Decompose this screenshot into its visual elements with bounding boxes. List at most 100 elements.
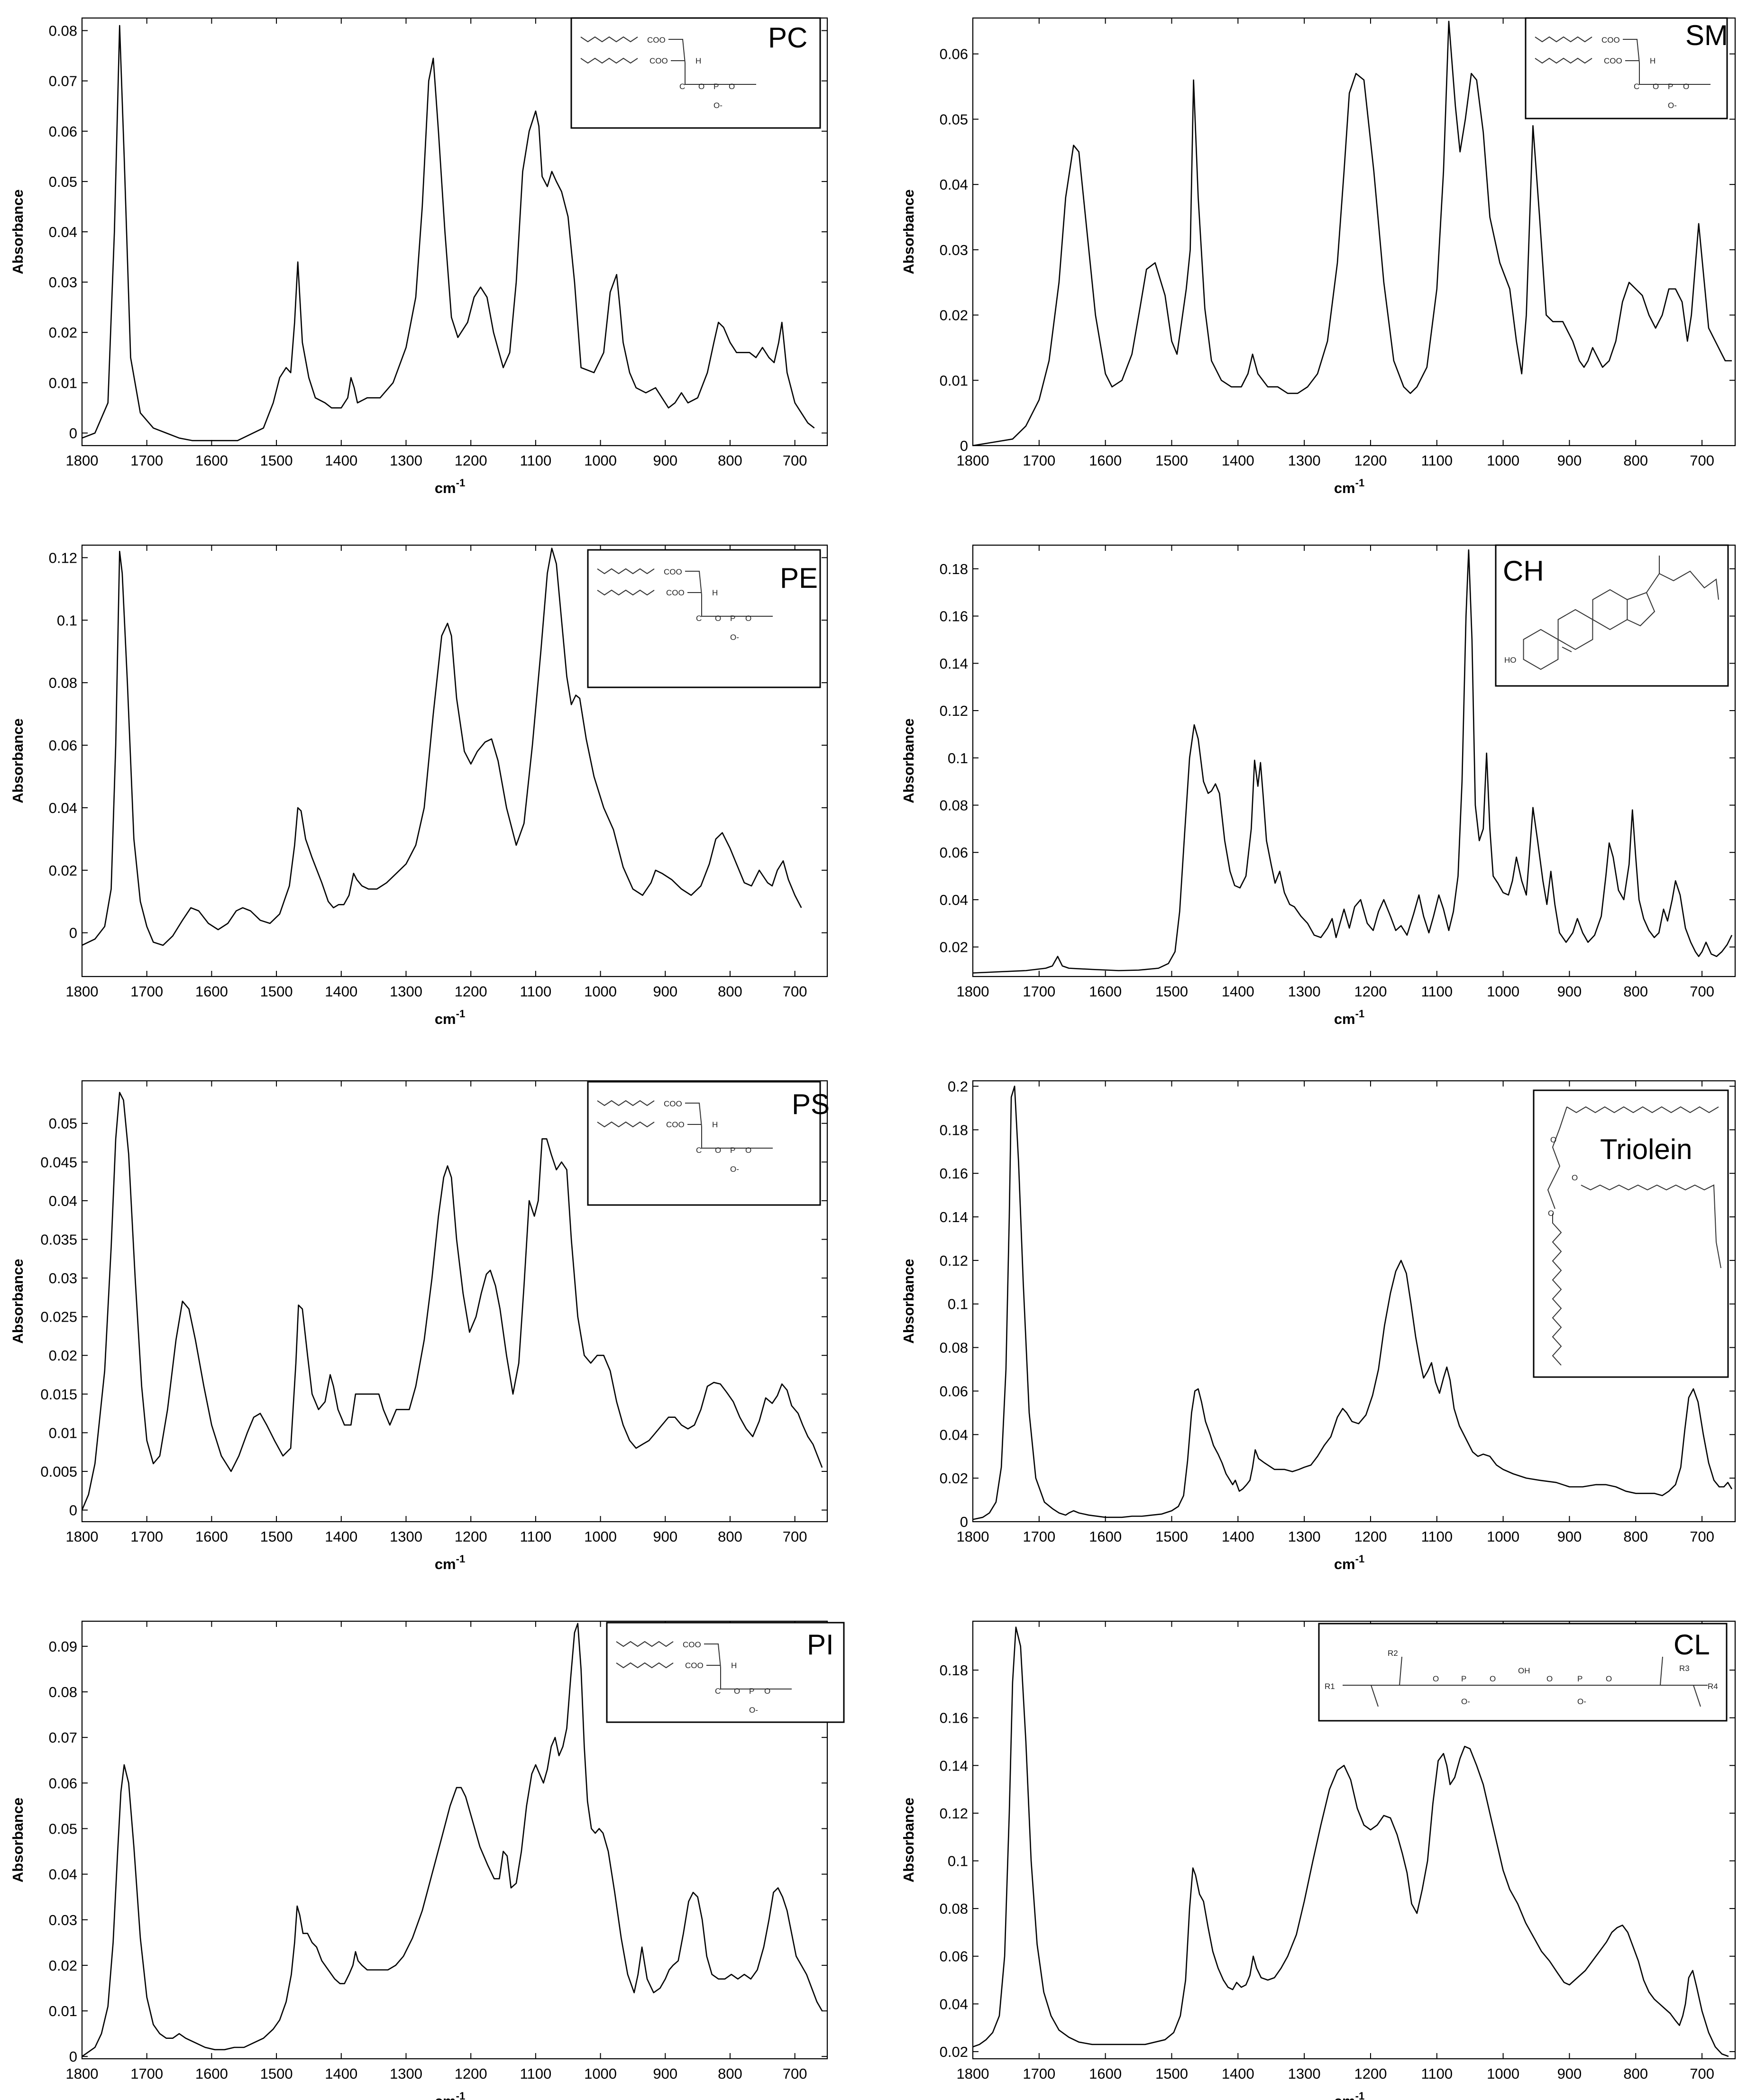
y-tick-label: 0.18: [940, 1662, 968, 1679]
structure-atom: O-: [1668, 101, 1677, 110]
structure-atom: C: [1634, 82, 1639, 91]
x-tick-label: 900: [653, 1528, 677, 1545]
structure-atom: O: [729, 82, 735, 91]
y-tick-label: 0.01: [940, 372, 968, 389]
panel-ps: 0 0.005 0.01 0.015 0.02 0.025 0.03 0.035 0.04 0.0…: [9, 1080, 830, 1572]
y-tick-label: 0.06: [49, 737, 77, 754]
y-axis-title: Absorbance: [9, 189, 26, 274]
y-tick-label: 0.06: [49, 123, 77, 140]
structure-atom: H: [731, 1661, 737, 1670]
x-tick-label: 1500: [1155, 452, 1188, 469]
x-axis-unit-exponent: -1: [456, 2090, 466, 2100]
structure-atom: COO: [666, 588, 685, 597]
x-tick-label: 1200: [455, 1528, 487, 1545]
x-tick-label: 800: [1623, 983, 1648, 1000]
panel-sm: 0 0.01 0.02 0.03 0.04 0.05 0.06 1800 1700 1600 150…: [900, 17, 1736, 496]
structure-atom: O: [715, 1146, 721, 1155]
structure-atom: O-: [1461, 1697, 1470, 1706]
x-tick-label: 1100: [1421, 1528, 1453, 1545]
structure-atom: O-: [730, 633, 739, 642]
y-axis-title: Absorbance: [9, 1798, 26, 1882]
structure-bond: [1562, 647, 1572, 652]
x-tick-label: 1800: [957, 452, 989, 469]
y-tick-label: 0.06: [49, 1775, 77, 1791]
structure-atom: H: [695, 56, 701, 65]
x-tick-label: 900: [1557, 452, 1582, 469]
x-axis-title: cm-1: [435, 1008, 465, 1027]
x-tick-label: 1800: [957, 1528, 989, 1545]
y-tick-label: 0.08: [49, 1684, 77, 1700]
spectrum-line-cl: [972, 1626, 1729, 2057]
x-tick-label: 1700: [130, 983, 163, 1000]
x-tick-label: 800: [1623, 1528, 1648, 1545]
x-axis-unit-exponent: -1: [456, 1008, 466, 1020]
plot-frame: [81, 1620, 828, 2060]
structure-atom: P: [749, 1687, 754, 1696]
x-tick-label: 1700: [130, 2065, 163, 2082]
x-tick-label: 1500: [260, 2065, 293, 2082]
x-tick-label: 700: [783, 1528, 807, 1545]
y-tick-label: 0.09: [49, 1638, 77, 1655]
y-tick-label: 0.03: [940, 242, 968, 258]
y-tick-label: 0.1: [948, 1296, 968, 1313]
structure-bond: [616, 1662, 674, 1669]
x-axis-unit: cm: [1334, 480, 1355, 496]
plot-frame: [972, 1080, 1736, 1523]
x-tick-label: 1800: [66, 452, 99, 469]
y-tick-label: 0.03: [49, 1270, 77, 1287]
x-tick-label: 1600: [1089, 983, 1122, 1000]
y-tick-label: 0.005: [40, 1463, 77, 1480]
y-tick-label: 0.02: [49, 862, 77, 879]
x-tick-label: 1400: [325, 2065, 357, 2082]
x-tick-label: 1400: [1222, 452, 1254, 469]
y-tick-label: 0.05: [49, 1115, 77, 1132]
x-tick-label: 1500: [1155, 983, 1188, 1000]
y-tick-label: 0.02: [940, 939, 968, 956]
structure-atom: O: [1683, 82, 1689, 91]
y-tick-label: 0.06: [940, 844, 968, 861]
spectrum-line-pi: [82, 1623, 823, 2057]
structure-atom: H: [1650, 56, 1656, 65]
panel-pi: 0 0.01 0.02 0.03 0.04 0.05 0.06 0.07 0.08 0.09 180…: [9, 1620, 845, 2100]
x-axis-title: cm-1: [435, 1553, 465, 1572]
x-tick-label: 700: [783, 452, 807, 469]
structure-atom: COO: [664, 567, 682, 576]
structure-atom: H: [712, 588, 718, 597]
structure-bond: [597, 1100, 655, 1106]
y-tick-label: 0.1: [57, 612, 77, 629]
x-tick-label: 1000: [584, 2065, 617, 2082]
y-tick-label: 0.04: [940, 892, 968, 908]
y-tick-label: 0.12: [940, 1252, 968, 1269]
structure-bond: [1552, 1214, 1562, 1366]
y-tick-label: 0.14: [940, 655, 968, 672]
y-tick-label: 0.04: [940, 176, 968, 193]
x-tick-label: 1400: [325, 452, 357, 469]
y-axis-title: Absorbance: [900, 718, 917, 803]
y-axis-title: Absorbance: [900, 189, 917, 274]
x-axis-unit-exponent: -1: [1355, 1008, 1365, 1020]
y-axis-title: Absorbance: [900, 1798, 917, 1882]
structure-atom: O: [1550, 1135, 1556, 1144]
structure-atom: COO: [666, 1120, 685, 1129]
x-axis-unit: cm: [1334, 1556, 1355, 1572]
structure-atom: O: [1433, 1674, 1439, 1683]
structure-atom: COO: [664, 1099, 682, 1108]
x-tick-label: 1600: [195, 983, 228, 1000]
panel-triolein: 0 0.02 0.04 0.06 0.08 0.1 0.12 0.14 0.16 0.18 0.2 1…: [900, 1078, 1736, 1572]
x-tick-label: 700: [783, 983, 807, 1000]
x-tick-label: 1000: [1487, 983, 1519, 1000]
y-tick-label: 0.04: [49, 800, 77, 816]
structure-atom: R2: [1388, 1649, 1398, 1658]
panel-label: CH: [1503, 555, 1544, 587]
plot-frame: [972, 1620, 1736, 2060]
structure-bond: [1660, 1656, 1663, 1686]
structure-atom: O: [1572, 1173, 1578, 1182]
structure-bond: [1623, 39, 1710, 85]
panel-label: PC: [768, 22, 807, 54]
structure-atom: R4: [1708, 1682, 1718, 1691]
x-tick-label: 1600: [195, 452, 228, 469]
structure-bond: [1627, 592, 1656, 627]
y-axis-title: Absorbance: [9, 1259, 26, 1343]
